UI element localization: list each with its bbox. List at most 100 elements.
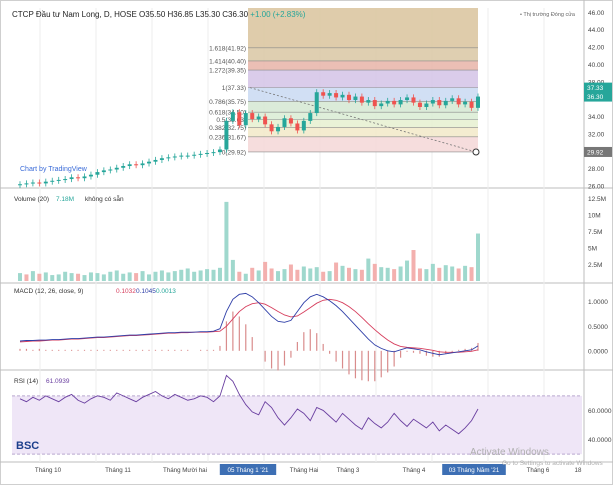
volume-bar [392, 269, 397, 281]
candle-body [172, 156, 177, 158]
price-tag [584, 146, 612, 157]
volume-bar [288, 264, 293, 281]
fib-zone [248, 101, 478, 113]
fib-level-label: 0.786(35.75) [209, 99, 246, 106]
volume-bar [18, 273, 22, 281]
candle-body [288, 118, 293, 124]
candle-body [108, 169, 113, 171]
volume-bar [121, 273, 126, 281]
candle-body [30, 182, 35, 184]
x-axis-label: 18 [575, 467, 582, 474]
candle-body [56, 179, 61, 181]
fib-zone [248, 127, 478, 137]
volume-bar [476, 233, 480, 281]
candle-body [295, 123, 300, 131]
tradingview-label[interactable]: Chart by TradingView [20, 166, 87, 173]
candle-body [250, 113, 255, 120]
candle-body [88, 174, 93, 177]
volume-bar [295, 269, 300, 281]
volume-bar [398, 266, 403, 281]
macd-signal-line [19, 298, 479, 353]
volume-bar [76, 273, 81, 281]
market-status: • Thị trường Đóng cửa [520, 12, 575, 18]
candle-body [334, 93, 339, 98]
candle-body [256, 116, 261, 120]
candle-body [211, 152, 216, 154]
volume-bar [379, 267, 384, 281]
candle-body [308, 113, 313, 121]
x-axis-label: Tháng Hai [290, 467, 319, 474]
macd-tick-label: 0.5000 [588, 324, 608, 331]
volume-bar [50, 275, 55, 281]
candle-body [243, 113, 248, 126]
volume-bar [411, 250, 416, 281]
x-axis-label: Tháng 6 [527, 467, 550, 474]
volume-bar [437, 267, 442, 281]
candle-body [263, 116, 268, 125]
macd-value-1: 0.1032 [116, 288, 136, 295]
fib-zone [248, 112, 478, 120]
x-axis-label: 05 Tháng 1 '21 [228, 467, 270, 474]
volume-tick-label: 2.5M [588, 262, 602, 269]
candle-body [424, 103, 429, 107]
volume-bar [314, 267, 319, 281]
activate-windows-subtext: Go to Settings to activate Windows [502, 460, 603, 467]
volume-bar [469, 267, 474, 281]
volume-bar [237, 271, 242, 281]
volume-bar [230, 259, 235, 281]
x-axis-label: 03 Tháng Năm '21 [449, 467, 500, 474]
candle-body [185, 155, 190, 157]
macd-title: MACD (12, 26, close, 9) [14, 288, 83, 295]
candle-body [153, 159, 158, 162]
candle-body [405, 97, 410, 101]
price-tick-label: 46.00 [588, 10, 605, 17]
volume-bar [424, 269, 429, 281]
change-value: +1.00 (+2.83%) [250, 10, 306, 19]
volume-bar [88, 272, 93, 281]
close-value: C36.30 [222, 10, 249, 19]
fib-level-label: 1(37.33) [222, 85, 246, 92]
candle-body [456, 98, 461, 105]
price-tag-label: 29.92 [587, 149, 604, 156]
volume-tick-label: 5M [588, 246, 597, 253]
macd-line [19, 292, 479, 356]
volume-bar [282, 269, 287, 281]
volume-bar [69, 273, 74, 281]
rsi-line [19, 374, 479, 435]
candle-body [379, 103, 384, 107]
volume-bar [417, 268, 422, 281]
volume-bar [205, 269, 210, 281]
volume-tick-label: 10M [588, 213, 601, 220]
fib-zone [248, 47, 478, 61]
candle-body [398, 100, 403, 105]
candle-body [147, 161, 152, 164]
high-value: H36.85 [167, 10, 194, 19]
candle-body [205, 153, 210, 155]
x-axis-highlight [219, 464, 277, 475]
candle-body [269, 124, 274, 132]
volume-bar [456, 268, 461, 281]
candle-body [366, 100, 371, 103]
volume-bar [24, 274, 29, 281]
candle-body [469, 101, 474, 108]
volume-bar [353, 269, 358, 281]
candle-body [224, 120, 229, 150]
price-tag [584, 82, 612, 93]
volume-bar [127, 272, 132, 281]
price-tag [584, 91, 612, 102]
volume-bar [385, 267, 390, 281]
fib-zone [248, 119, 478, 128]
candle-body [372, 100, 377, 107]
candle-body [179, 155, 184, 157]
volume-bar [140, 271, 145, 281]
volume-bar [159, 270, 164, 281]
volume-bar [321, 271, 326, 281]
candle-body [314, 92, 319, 114]
volume-bar [114, 270, 119, 281]
candle-body [134, 164, 139, 166]
open-value: O35.50 [139, 10, 166, 19]
volume-bar [405, 260, 410, 281]
candle-body [476, 96, 480, 108]
fib-anchor-handle [472, 148, 480, 156]
rsi-tick-label: 40.0000 [588, 437, 612, 444]
